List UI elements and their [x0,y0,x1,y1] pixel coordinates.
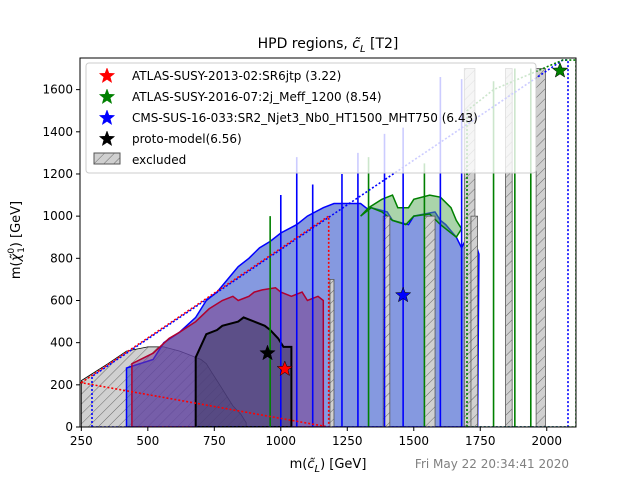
y-tick-label-2: 400 [50,336,73,350]
timestamp: Fri May 22 20:34:41 2020 [415,457,569,471]
legend-star-0 [98,67,116,84]
excluded-bar-0 [382,215,391,427]
best-point-star-3 [259,344,276,361]
best-point-star-1 [551,61,569,78]
legend: ATLAS-SUSY-2013-02:SR6jtp (3.22) ATLAS-SU… [85,62,537,174]
x-tick-label-4: 1250 [332,434,363,448]
y-tick-label-3: 600 [50,293,73,307]
plot-frame [79,57,577,428]
legend-star-3 [98,130,116,147]
x-axis-label: m(c̃L) [GeV] [290,457,367,475]
y-tick-label-1: 200 [50,378,73,392]
x-tick-label-7: 2000 [531,434,562,448]
legend-label-1: ATLAS-SUSY-2016-07:2j_Meff_1200 (8.54) [132,90,382,104]
x-tick-label-0: 250 [70,434,93,448]
x-axis: 250 500 750 1000 1250 1500 1750 2000 [70,427,562,448]
best-point-star-0 [276,360,294,377]
legend-excluded-swatch [93,152,121,165]
y-axis: 0 200 400 600 800 1000 1200 1400 1600 [42,83,80,434]
atlas-2013-excl-boundary [80,214,330,427]
y-tick-label-5: 1000 [42,209,73,223]
legend-label-3: proto-model(6.56) [132,132,242,146]
y-tick-label-8: 1600 [42,83,73,97]
legend-star-2 [98,109,116,126]
excluded-bar-1 [424,215,436,427]
x-tick-label-6: 1750 [465,434,496,448]
excluded-bar-6 [329,278,335,427]
x-tick-label-1: 500 [136,434,159,448]
chart-title: HPD regions, c̃L [T2] [258,36,399,55]
legend-excluded-label: excluded [132,153,186,167]
y-axis-label: m(χ̃01) [GeV] [7,201,27,279]
y-tick-label-0: 0 [65,420,73,434]
excluded-bar-5 [470,215,478,427]
legend-label-2: CMS-SUS-16-033:SR2_Njet3_Nb0_HT1500_MHT7… [132,111,478,125]
excluded-bar-4 [535,68,546,427]
x-tick-label-5: 1500 [398,434,429,448]
x-tick-label-3: 1000 [266,434,297,448]
legend-label-0: ATLAS-SUSY-2013-02:SR6jtp (3.22) [132,69,341,83]
y-tick-label-6: 1200 [42,167,73,181]
y-tick-label-4: 800 [50,251,73,265]
legend-box [85,62,537,174]
atlas-2016-hpd-region [360,194,463,239]
x-tick-label-2: 750 [203,434,226,448]
y-tick-label-7: 1400 [42,125,73,139]
best-point-star-2 [394,286,412,303]
legend-star-1 [98,88,116,105]
